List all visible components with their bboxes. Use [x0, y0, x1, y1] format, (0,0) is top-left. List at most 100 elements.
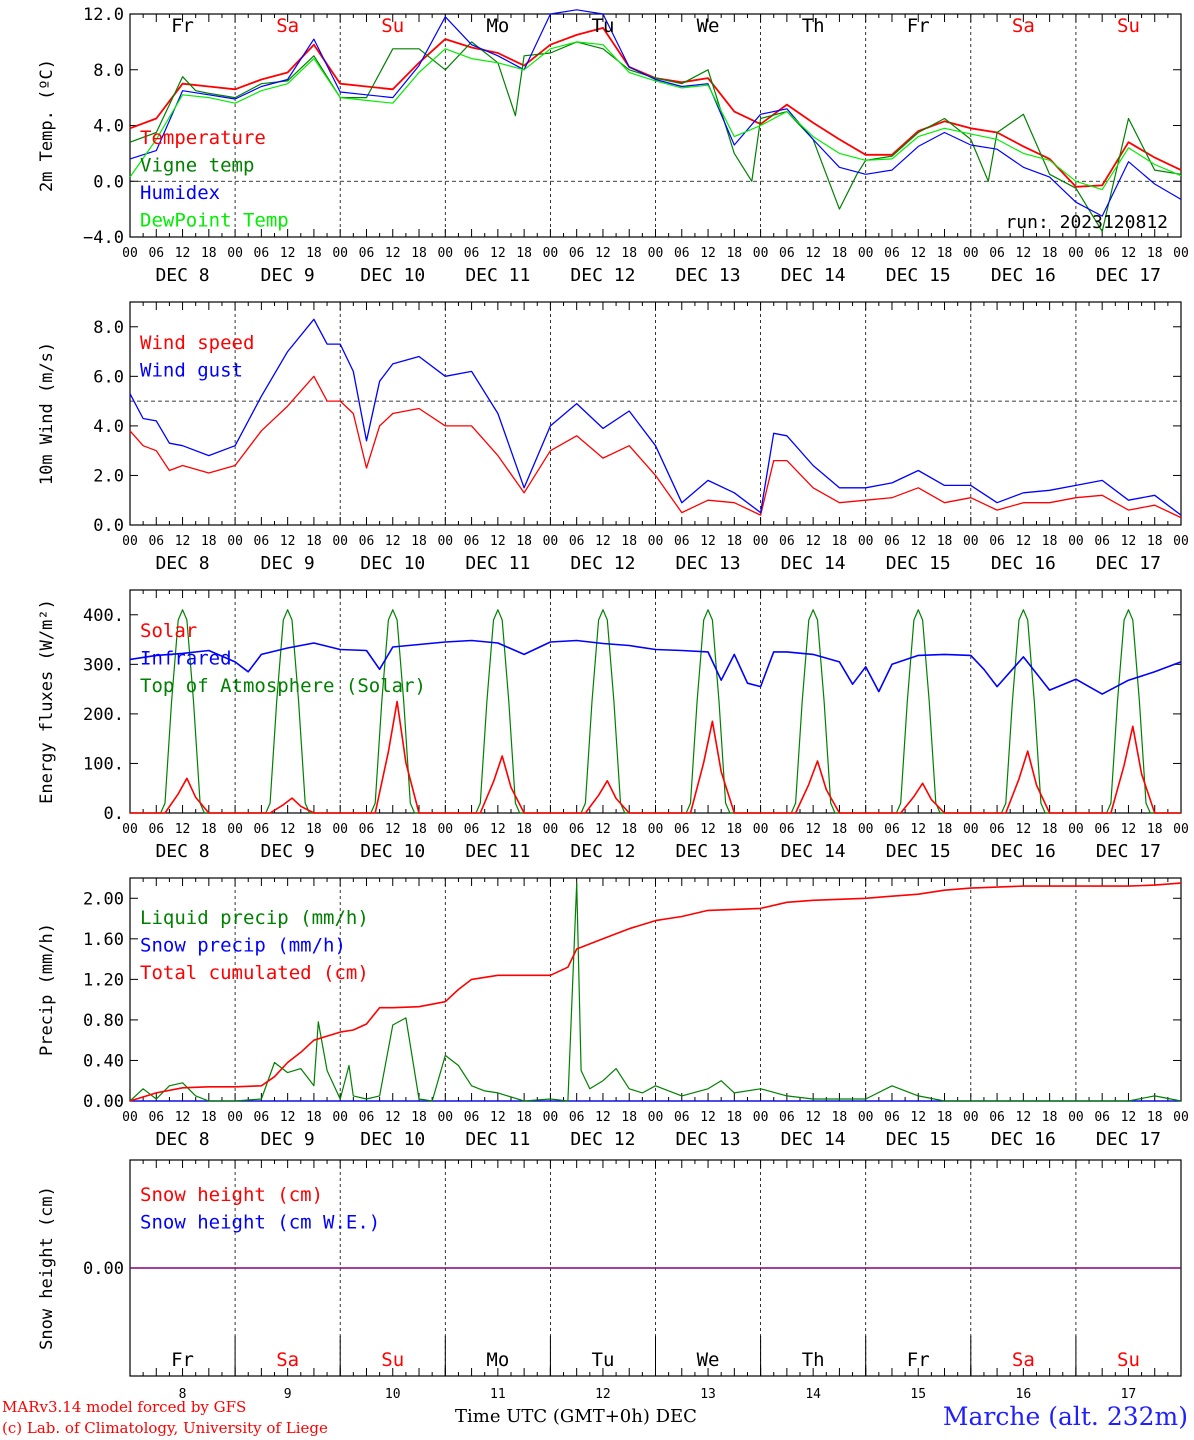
- hour-tick-label: 06: [464, 1110, 480, 1125]
- hour-tick-label: 00: [227, 534, 243, 549]
- day-name-label: Sa: [1012, 15, 1035, 37]
- legend-entry: Total cumulated (cm): [140, 962, 369, 984]
- hour-tick-label: 00: [1173, 822, 1189, 837]
- date-label: DEC 12: [570, 841, 635, 862]
- hour-tick-label: 06: [884, 1110, 900, 1125]
- date-label: DEC 10: [360, 553, 425, 574]
- hour-tick-label: 06: [779, 246, 795, 261]
- date-label: DEC 15: [886, 265, 951, 286]
- panel-frame: [129, 301, 1182, 526]
- hour-tick-label: 18: [832, 246, 848, 261]
- hour-tick-label: 18: [621, 246, 637, 261]
- hour-tick-label: 06: [1094, 1110, 1110, 1125]
- hour-tick-label: 00: [963, 534, 979, 549]
- hour-tick-label: 06: [148, 534, 164, 549]
- hour-tick-label: 18: [1042, 822, 1058, 837]
- hour-tick-label: 18: [1042, 246, 1058, 261]
- day-name-label: Mo: [486, 15, 509, 37]
- hour-tick-label: 06: [569, 246, 585, 261]
- hour-tick-label: 06: [569, 1110, 585, 1125]
- date-label: DEC 17: [1096, 265, 1161, 286]
- date-label: DEC 17: [1096, 1129, 1161, 1150]
- hour-tick-label: 12: [175, 1110, 191, 1125]
- hour-tick-label: 12: [1121, 246, 1137, 261]
- legend-entry: Vigne temp: [140, 155, 254, 177]
- panel-frame: [129, 589, 1182, 814]
- hour-tick-label: 00: [963, 1110, 979, 1125]
- day-name-label: Sa: [276, 15, 299, 37]
- hour-tick-label: 06: [464, 822, 480, 837]
- panel-4: 0.00 0.40 0.80 1.20 1.60 2.00 Precip (mm/h) Liq…: [37, 877, 1189, 1150]
- series-line-solar: [130, 700, 1181, 814]
- hour-tick-label: 06: [148, 1110, 164, 1125]
- hour-tick-label: 06: [254, 534, 270, 549]
- legend-entry: Wind speed: [140, 332, 254, 354]
- hour-tick-label: 06: [254, 1110, 270, 1125]
- day-name-label: We: [697, 1349, 720, 1371]
- hour-tick-label: 06: [569, 822, 585, 837]
- legend-entry: Snow height (cm W.E.): [140, 1212, 380, 1234]
- hour-tick-label: 12: [1016, 822, 1032, 837]
- hour-tick-label: 06: [148, 246, 164, 261]
- legend-entry: Snow precip (mm/h): [140, 935, 346, 957]
- hour-tick-label: 18: [306, 534, 322, 549]
- hour-tick-label: 12: [490, 1110, 506, 1125]
- hour-tick-label: 00: [437, 1110, 453, 1125]
- date-label: DEC 11: [465, 841, 530, 862]
- day-number-label: 10: [385, 1387, 401, 1402]
- hour-tick-label: 12: [595, 822, 611, 837]
- date-label: DEC 13: [676, 265, 741, 286]
- day-name-label: Su: [381, 15, 404, 37]
- hour-tick-label: 18: [201, 822, 217, 837]
- hour-tick-label: 00: [1173, 534, 1189, 549]
- hour-tick-label: 18: [621, 822, 637, 837]
- day-name-label: Th: [802, 1349, 825, 1371]
- hour-tick-label: 12: [490, 822, 506, 837]
- hour-tick-label: 12: [175, 534, 191, 549]
- y-tick-label: 8.0: [93, 61, 124, 81]
- hour-tick-label: 00: [543, 822, 559, 837]
- day-name-label: Sa: [1012, 1349, 1035, 1371]
- y-axis-label: 2m Temp. (ºC): [37, 59, 57, 192]
- day-number-label: 12: [595, 1387, 611, 1402]
- date-label: DEC 17: [1096, 841, 1161, 862]
- hour-tick-label: 18: [1147, 822, 1163, 837]
- y-tick-label: 8.0: [93, 318, 124, 338]
- hour-tick-label: 00: [753, 1110, 769, 1125]
- hour-tick-label: 06: [674, 822, 690, 837]
- hour-tick-label: 12: [385, 246, 401, 261]
- hour-tick-label: 00: [122, 1110, 138, 1125]
- panel-5: 0.00 Snow height (cm) Snow height (cm) Snow…: [37, 1159, 1182, 1402]
- hour-tick-label: 18: [306, 1110, 322, 1125]
- y-tick-label: 100.: [83, 754, 124, 774]
- y-tick-label: 6.0: [93, 367, 124, 387]
- hour-tick-label: 12: [280, 246, 296, 261]
- date-label: DEC 9: [261, 553, 315, 574]
- hour-tick-label: 00: [122, 822, 138, 837]
- legend-entry: Humidex: [140, 182, 220, 204]
- hour-tick-label: 00: [227, 246, 243, 261]
- date-label: DEC 10: [360, 265, 425, 286]
- hour-tick-label: 06: [779, 822, 795, 837]
- hour-tick-label: 12: [280, 1110, 296, 1125]
- hour-tick-label: 18: [411, 822, 427, 837]
- day-number-label: 16: [1016, 1387, 1032, 1402]
- hour-tick-label: 18: [201, 246, 217, 261]
- hour-tick-label: 00: [332, 534, 348, 549]
- hour-tick-label: 00: [648, 822, 664, 837]
- date-label: DEC 16: [991, 841, 1056, 862]
- day-name-label: Mo: [486, 1349, 509, 1371]
- hour-tick-label: 06: [254, 822, 270, 837]
- hour-tick-label: 00: [963, 246, 979, 261]
- hour-tick-label: 06: [359, 246, 375, 261]
- hour-tick-label: 06: [359, 534, 375, 549]
- hour-tick-label: 18: [516, 1110, 532, 1125]
- hour-tick-label: 00: [963, 822, 979, 837]
- hour-tick-label: 12: [1016, 1110, 1032, 1125]
- y-tick-label: 200.: [83, 705, 124, 725]
- legend-entry: Snow height (cm): [140, 1184, 323, 1206]
- hour-tick-label: 12: [805, 246, 821, 261]
- hour-tick-label: 00: [1068, 534, 1084, 549]
- date-label: DEC 11: [465, 553, 530, 574]
